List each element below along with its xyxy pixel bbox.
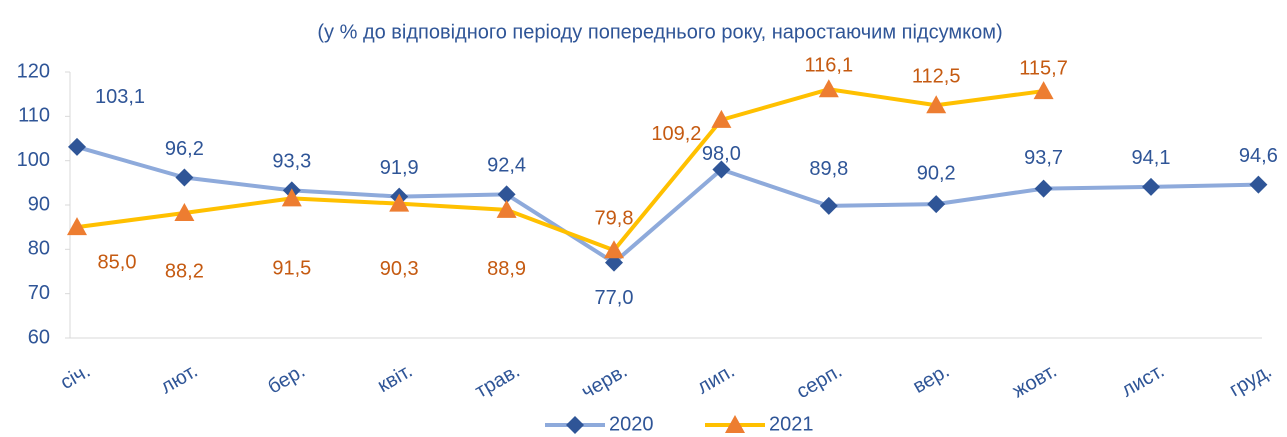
marker [496, 199, 517, 218]
marker [497, 185, 516, 204]
marker [68, 137, 86, 156]
marker [604, 240, 624, 259]
marker [1249, 175, 1268, 194]
legend-marker [725, 415, 745, 433]
data-label: 77,0 [595, 287, 634, 309]
y-tick-label: 120 [17, 60, 50, 82]
data-label: 79,8 [595, 208, 634, 230]
marker [711, 109, 732, 128]
y-tick-label: 60 [28, 326, 50, 348]
x-tick-label: груд. [1226, 360, 1276, 401]
data-label: 103,1 [95, 86, 145, 108]
marker [389, 193, 410, 212]
x-tick-label: черв. [578, 360, 631, 403]
data-label: 93,3 [272, 151, 311, 173]
data-label: 96,2 [165, 138, 204, 160]
legend-label: 2020 [609, 413, 654, 435]
y-tick-label: 90 [28, 193, 50, 215]
marker [926, 95, 947, 114]
data-label: 85,0 [98, 251, 137, 273]
legend-label: 2021 [769, 413, 814, 435]
x-tick-label: вер. [909, 360, 953, 398]
data-label: 88,2 [165, 260, 204, 282]
chart-subtitle: (у % до відповідного періоду попередньог… [317, 21, 1002, 43]
data-label: 90,2 [917, 162, 956, 184]
y-tick-label: 70 [28, 282, 50, 304]
x-tick-label: січ. [57, 360, 94, 394]
marker [712, 160, 731, 179]
x-tick-label: лют. [157, 360, 202, 398]
data-label: 112,5 [912, 66, 961, 88]
data-label: 90,3 [380, 258, 419, 280]
x-tick-label: лист. [1118, 360, 1168, 402]
data-label: 115,7 [1019, 57, 1068, 79]
y-tick-label: 100 [17, 149, 50, 171]
y-tick-label: 110 [18, 105, 50, 127]
data-label: 89,8 [809, 158, 848, 180]
x-tick-label: трав. [472, 360, 524, 403]
data-label: 88,9 [487, 258, 526, 280]
marker [281, 188, 302, 207]
marker [818, 79, 839, 98]
x-tick-label: квіт. [374, 360, 416, 397]
marker [175, 168, 194, 187]
marker [174, 202, 195, 221]
y-tick-label: 80 [28, 238, 50, 260]
data-label: 92,4 [487, 155, 526, 177]
marker [1034, 179, 1053, 198]
x-tick-label: серп. [793, 360, 846, 403]
data-label: 91,9 [380, 157, 419, 179]
x-tick-label: лип. [694, 360, 739, 399]
data-label: 93,7 [1024, 147, 1063, 169]
marker [819, 196, 838, 215]
marker [927, 195, 946, 214]
data-label: 116,1 [805, 55, 854, 77]
data-label: 109,2 [651, 123, 701, 145]
legend-marker [566, 416, 584, 434]
x-tick-label: бер. [264, 360, 309, 399]
marker [1142, 177, 1160, 196]
data-label: 91,5 [272, 258, 311, 280]
marker [67, 217, 87, 236]
x-tick-label: жовт. [1009, 360, 1061, 403]
data-label: 94,6 [1239, 145, 1278, 167]
data-label: 94,1 [1132, 147, 1171, 169]
marker [1033, 81, 1054, 100]
series-line [76, 144, 1259, 265]
data-label: 98,0 [702, 143, 741, 165]
series-line [76, 87, 1044, 253]
